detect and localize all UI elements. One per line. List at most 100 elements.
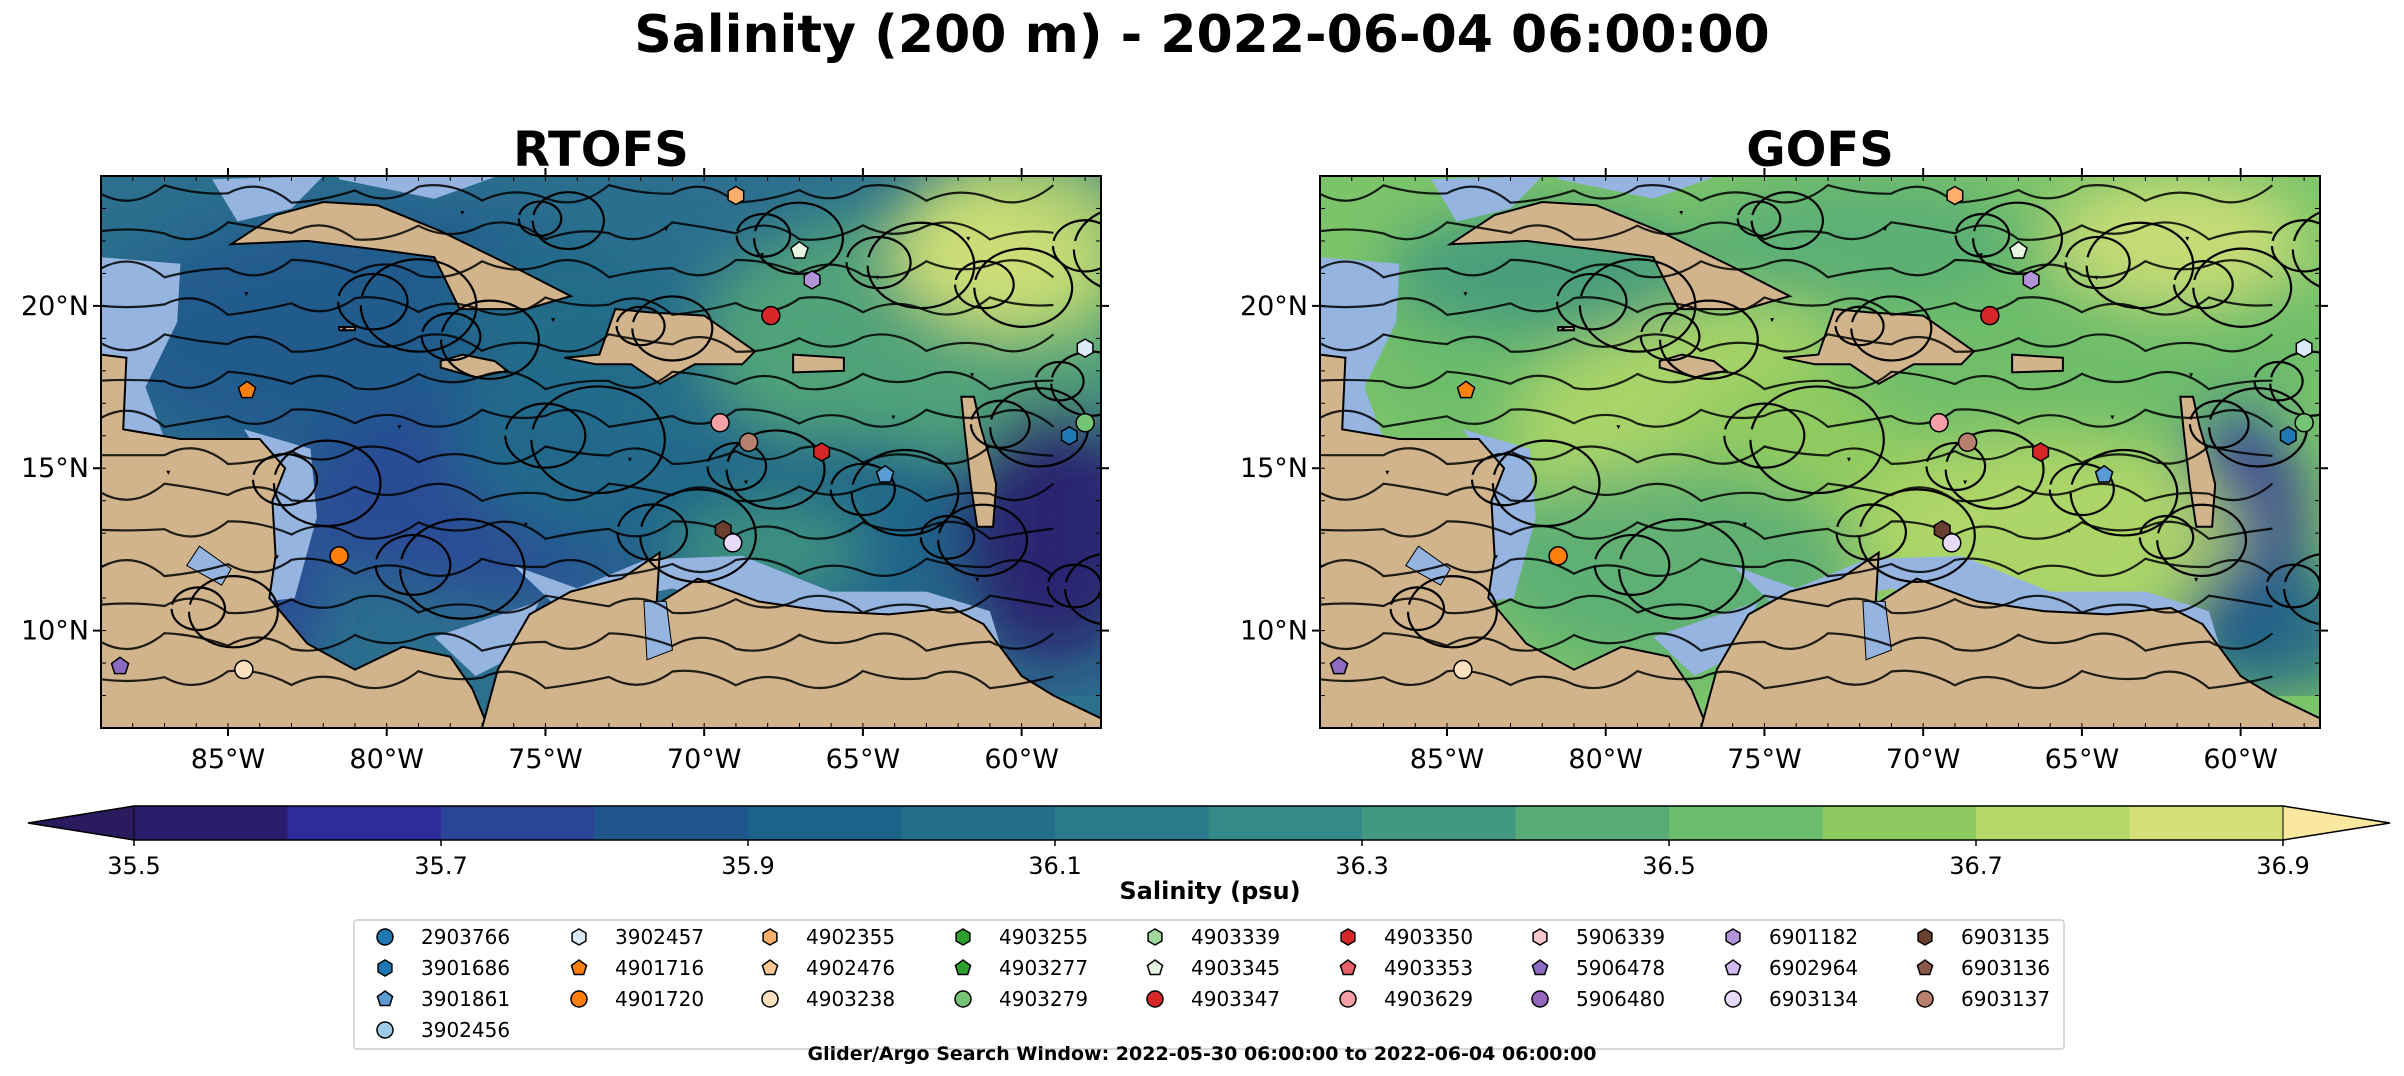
streamline-flow-12: [101, 221, 1054, 241]
legend-marker-5906478: [1531, 959, 1549, 976]
streamline-swirl-12-0: [973, 247, 1074, 328]
float-marker-6901182: [2022, 270, 2040, 290]
streamline-swirl-7-1: [1925, 441, 1987, 491]
legend-label-6902964: 6902964: [1769, 956, 1858, 980]
streamline-flow-4: [101, 520, 1054, 540]
legend-marker-4903255: [955, 928, 971, 946]
streamline-flow-0: [1320, 669, 2273, 690]
float-marker-3901861: [2094, 464, 2114, 483]
streamline-swirl-9-0: [2156, 503, 2248, 578]
float-marker-4902355: [727, 185, 745, 206]
streamline-swirl-18-0: [1750, 191, 1824, 251]
panel-title-rtofs: RTOFS: [513, 122, 689, 178]
streamline-swirl-10-1: [969, 399, 1031, 449]
float-marker-4903629: [1929, 413, 1949, 433]
streamline-flow-5: [1320, 482, 2274, 503]
figure-title: Salinity (200 m) - 2022-06-04 06:00:00: [634, 5, 1769, 65]
streamline-swirl-14-1: [1954, 212, 2011, 258]
streamline-arrow-13: [2185, 236, 2190, 241]
float-marker-6903134: [722, 533, 743, 553]
streamline-swirl-12-1: [2173, 260, 2234, 310]
colorbar-bin-2: [441, 806, 596, 840]
land-puertoRico: [792, 353, 845, 374]
streamline-flow-8: [101, 370, 1054, 391]
colorbar-bin-12: [1976, 806, 2131, 840]
legend-label-5906478: 5906478: [1576, 956, 1665, 980]
float-marker-3901686: [1060, 425, 1078, 446]
float-marker-4903279: [1075, 413, 1095, 433]
y-tick-label: 15°N: [21, 453, 89, 484]
streamline-arrow-6: [1742, 522, 1747, 527]
legend-marker-4903353: [1339, 959, 1357, 976]
colorbar-bin-7: [1208, 806, 1363, 840]
legend-label-4901716: 4901716: [615, 956, 704, 980]
streamline-arrow-11: [1979, 253, 1983, 258]
streamline-swirl-10-1: [2188, 399, 2250, 449]
streamline-flow-12: [1320, 221, 2273, 241]
legend-label-4903339: 4903339: [1191, 925, 1280, 949]
legend-label-6901182: 6901182: [1769, 925, 1858, 949]
lake-0: [185, 545, 232, 586]
colorbar-tick-label: 36.1: [1028, 852, 1081, 880]
streamline-swirl-0-1: [1556, 272, 1628, 331]
legend-marker-4903347: [1146, 990, 1164, 1008]
x-tick-label: 65°W: [2045, 744, 2120, 775]
legend-label-4901720: 4901720: [615, 987, 704, 1011]
streamline-arrow-18: [1679, 211, 1684, 215]
streamline-arrow-10: [2110, 415, 2115, 420]
colorbar-bin-8: [1362, 806, 1517, 840]
streamline-flow-9: [1320, 333, 2274, 353]
float-marker-4901720: [1548, 546, 1568, 566]
y-tick-label: 15°N: [1240, 453, 1308, 484]
streamline-flow-6: [1320, 445, 2273, 466]
lake-0: [1404, 545, 1451, 586]
land-caymans: [338, 326, 356, 332]
streamline-swirl-15-1: [1034, 360, 1085, 402]
legend-box: [353, 919, 2065, 1050]
streamline-swirl-7-1: [706, 441, 768, 491]
legend-label-4902476: 4902476: [806, 956, 895, 980]
colorbar-bin-9: [1515, 806, 1670, 840]
streamline-swirl-14-1: [735, 212, 792, 258]
legend-label-2903766: 2903766: [421, 925, 510, 949]
legend-label-3902457: 3902457: [615, 925, 704, 949]
streamline-swirl-4-1: [374, 533, 452, 596]
x-tick-label: 75°W: [508, 744, 583, 775]
streamline-flow-1: [1320, 632, 2274, 652]
y-tick-label: 10°N: [1240, 616, 1308, 647]
float-marker-4903629: [710, 413, 730, 433]
streamline-swirl-2-1: [615, 305, 666, 347]
map-axes-gofs: 85°W 80°W 75°W 70°W 65°W 60°W 10°N 15°N 20°N: [1240, 168, 2328, 775]
streamline-flow-4: [1320, 520, 2273, 540]
streamline-swirl-6-1: [1835, 503, 1907, 561]
float-marker-4903345: [2009, 240, 2028, 259]
streamline-swirl-5-0: [530, 385, 666, 495]
land-hispaniola: [564, 308, 757, 385]
legend-label-4903255: 4903255: [999, 925, 1088, 949]
lake-1: [1862, 600, 1892, 661]
streamline-swirl-1-1: [420, 312, 482, 362]
streamline-swirl-16-0: [1064, 553, 1101, 626]
streamline-arrow-15: [970, 373, 975, 378]
legend-marker-6903136: [1916, 959, 1934, 976]
streamline-flow-7: [1320, 408, 2274, 428]
legend-marker-3901686: [377, 959, 393, 977]
legend-label-4903238: 4903238: [806, 987, 895, 1011]
streamline-swirl-4-1: [1593, 533, 1671, 596]
field-patch-4: [2050, 176, 2305, 306]
legend-marker-6902964: [1724, 959, 1742, 976]
float-legend: 2903766 3901686 3901861 3902456 3902457 49017…: [353, 919, 2065, 1050]
legend-marker-5906480: [1531, 990, 1549, 1008]
x-tick-label: 65°W: [826, 744, 901, 775]
panel-rtofs: RTOFS 85°W 80°W 75°W 70°W 65°W 60°W 10°N 15°N 20…: [21, 122, 1109, 775]
colorbar-bin-13: [2129, 806, 2284, 840]
float-marker-6903135: [714, 520, 732, 540]
legend-label-4902355: 4902355: [806, 925, 895, 949]
streamline-swirl-0-1: [337, 272, 409, 331]
streamline-swirl-12-0: [2192, 247, 2293, 328]
float-marker-6903134: [1941, 533, 1962, 553]
colorbar-bin-0: [134, 806, 289, 840]
legend-marker-4903629: [1339, 990, 1357, 1008]
legend-marker-5906339: [1532, 928, 1548, 946]
colorbar-tick-label: 36.7: [1949, 852, 2002, 880]
